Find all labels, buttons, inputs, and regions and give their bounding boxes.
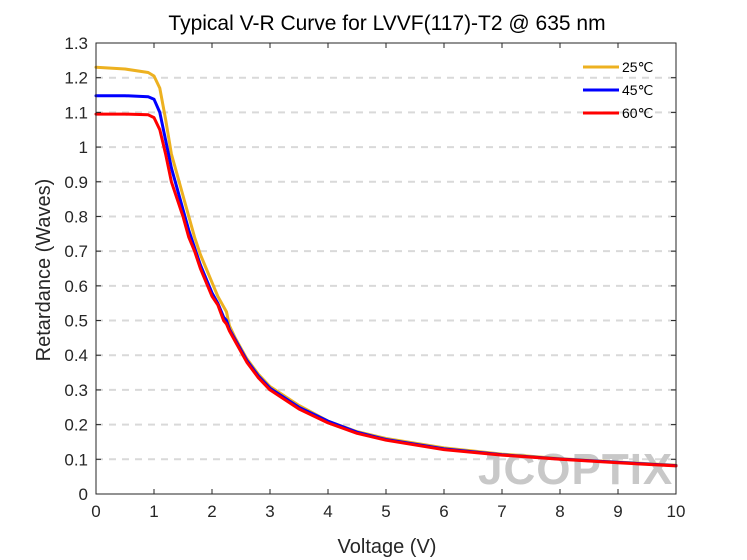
x-tick-label: 0: [91, 502, 100, 521]
y-axis-title: Retardance (Waves): [33, 179, 55, 362]
legend-label-1: 45℃: [622, 82, 653, 98]
x-tick-label: 1: [149, 502, 158, 521]
x-tick-label: 4: [323, 502, 332, 521]
x-tick-label: 10: [667, 502, 686, 521]
x-tick-label: 7: [497, 502, 506, 521]
x-tick-label: 9: [613, 502, 622, 521]
x-tick-label: 3: [265, 502, 274, 521]
y-tick-label: 0.5: [64, 312, 88, 331]
x-tick-label: 8: [555, 502, 564, 521]
x-axis-title: Voltage (V): [338, 536, 437, 558]
y-tick-label: 1: [79, 138, 88, 157]
tick-layer: 0 1 2 3 4 5 6 7 8 9 10 0 0.1 0.2 0.3 0.4 0.5 0.6 0.7 0.8 0.9…: [64, 34, 685, 521]
legend-label-0: 25℃: [622, 59, 653, 75]
x-tick-label: 5: [381, 502, 390, 521]
series-layer: [94, 65, 678, 468]
y-tick-label: 0.1: [64, 450, 88, 469]
y-tick-label: 1.3: [64, 34, 88, 53]
chart-title: Typical V-R Curve for LVVF(117)-T2 @ 635…: [168, 12, 605, 35]
y-tick-label: 0: [79, 485, 88, 504]
series-line-2: [94, 112, 678, 468]
y-tick-label: 1.1: [64, 103, 88, 122]
y-tick-label: 0.7: [64, 242, 88, 261]
x-tick-label: 2: [207, 502, 216, 521]
y-tick-label: 1.2: [64, 69, 88, 88]
y-tick-label: 0.6: [64, 277, 88, 296]
grid-layer: [96, 76, 676, 461]
y-tick-label: 0.9: [64, 173, 88, 192]
legend-label-2: 60℃: [622, 105, 653, 121]
x-tick-label: 6: [439, 502, 448, 521]
y-tick-label: 0.8: [64, 207, 88, 226]
legend: 25℃ 45℃ 60℃: [583, 59, 653, 121]
y-tick-label: 0.4: [64, 346, 88, 365]
y-tick-label: 0.2: [64, 416, 88, 435]
watermark-logo: JCOPTIX: [478, 445, 673, 494]
y-tick-label: 0.3: [64, 381, 88, 400]
